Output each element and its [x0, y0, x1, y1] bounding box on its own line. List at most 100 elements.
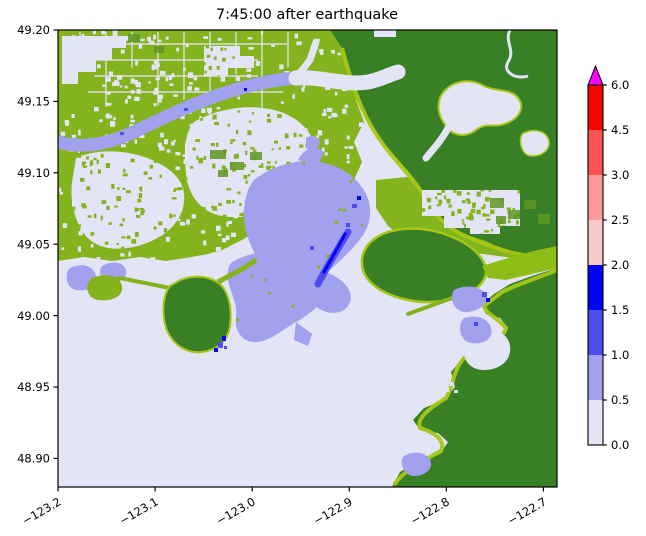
speckle [485, 214, 490, 216]
speckle [498, 224, 501, 227]
speckle [279, 147, 281, 149]
dark-field [154, 46, 164, 53]
colorbar-segment [588, 265, 603, 310]
speckle [328, 116, 331, 118]
speckle [82, 162, 86, 165]
colorbar-segment [588, 400, 603, 445]
y-axis: 49.2049.1549.1049.0549.0048.9548.90 [17, 23, 58, 465]
speckle [210, 68, 212, 71]
speckle [135, 61, 138, 66]
speckle [189, 82, 193, 85]
speckle [188, 72, 193, 78]
speckle [338, 53, 341, 56]
speckle [155, 61, 159, 65]
speckle [227, 124, 230, 127]
speckle [117, 187, 120, 190]
y-tick-label: 48.95 [17, 380, 50, 394]
dark-field [538, 214, 550, 224]
colorbar-segment [588, 355, 603, 400]
deep-flood-fleck [214, 348, 218, 352]
speckle [472, 205, 475, 208]
speckle [437, 204, 441, 206]
colorbar-tick-label: 2.0 [611, 258, 629, 272]
speckle [229, 221, 232, 224]
speckle [173, 94, 178, 97]
speckle [156, 77, 160, 80]
hill-valley-clearing [520, 131, 549, 156]
y-tick-label: 49.15 [17, 95, 50, 109]
speckle [481, 207, 484, 209]
speckle [83, 206, 87, 209]
colorbar-over-arrow [588, 66, 603, 85]
speckle [344, 146, 348, 148]
colorbar-segment [588, 310, 603, 355]
speckle [99, 119, 102, 122]
speckle [299, 145, 303, 148]
speckle [192, 214, 196, 218]
speckle [325, 139, 329, 144]
speckle [218, 38, 222, 41]
speckle [490, 210, 495, 214]
speckle [325, 152, 328, 155]
x-tick-label: −122.8 [408, 494, 452, 527]
speckle [131, 90, 134, 94]
speckle [213, 115, 217, 120]
speckle [250, 147, 255, 149]
speckle [216, 226, 221, 231]
speckle [127, 96, 131, 99]
speckle [444, 195, 446, 199]
river-deep-dot [244, 88, 247, 91]
speckle [338, 209, 341, 211]
speckle [148, 177, 152, 180]
speckle [176, 48, 179, 52]
speckle [139, 44, 142, 49]
speckle [183, 68, 186, 71]
speckle [246, 69, 251, 72]
colorbar-tick-label: 0.0 [611, 438, 629, 452]
speckle [437, 193, 442, 195]
speckle [187, 86, 192, 90]
speckle [134, 97, 139, 101]
speckle [326, 255, 329, 258]
figure: 7:45:00 after earthquake [0, 0, 646, 536]
speckle [135, 232, 139, 237]
y-tick-label: 49.00 [17, 309, 50, 323]
deep-flood-fleck [346, 223, 350, 227]
speckle [226, 235, 230, 239]
speckle [131, 78, 135, 83]
speckle [491, 229, 493, 232]
x-tick-label: −122.9 [311, 494, 355, 527]
speckle [211, 143, 215, 146]
speckle [101, 154, 104, 158]
speckle [105, 77, 111, 82]
y-tick-label: 48.90 [17, 452, 50, 466]
speckle [97, 64, 101, 68]
speckle [248, 174, 251, 177]
speckle [286, 146, 290, 149]
speckle [239, 213, 244, 216]
speckle [212, 164, 215, 169]
speckle [267, 114, 270, 117]
deep-flood-fleck [357, 196, 361, 200]
speckle [259, 165, 264, 168]
speckle [171, 73, 174, 77]
speckle [249, 121, 251, 123]
speckle [296, 41, 301, 45]
speckle [484, 230, 488, 233]
speckle [195, 139, 200, 142]
speckle [193, 148, 196, 151]
speckle [126, 190, 131, 193]
speckle [180, 222, 185, 226]
speckle [457, 191, 462, 196]
speckle [86, 156, 89, 159]
speckle [154, 88, 158, 93]
plot-title: 7:45:00 after earthquake [216, 7, 398, 23]
speckle [167, 149, 171, 152]
speckle [194, 87, 199, 90]
colorbar-tick-label: 1.0 [611, 348, 629, 362]
speckle [462, 219, 464, 221]
y-tick-label: 49.10 [17, 166, 50, 180]
speckle [272, 148, 274, 150]
speckle [158, 40, 161, 42]
speckle [106, 163, 110, 168]
